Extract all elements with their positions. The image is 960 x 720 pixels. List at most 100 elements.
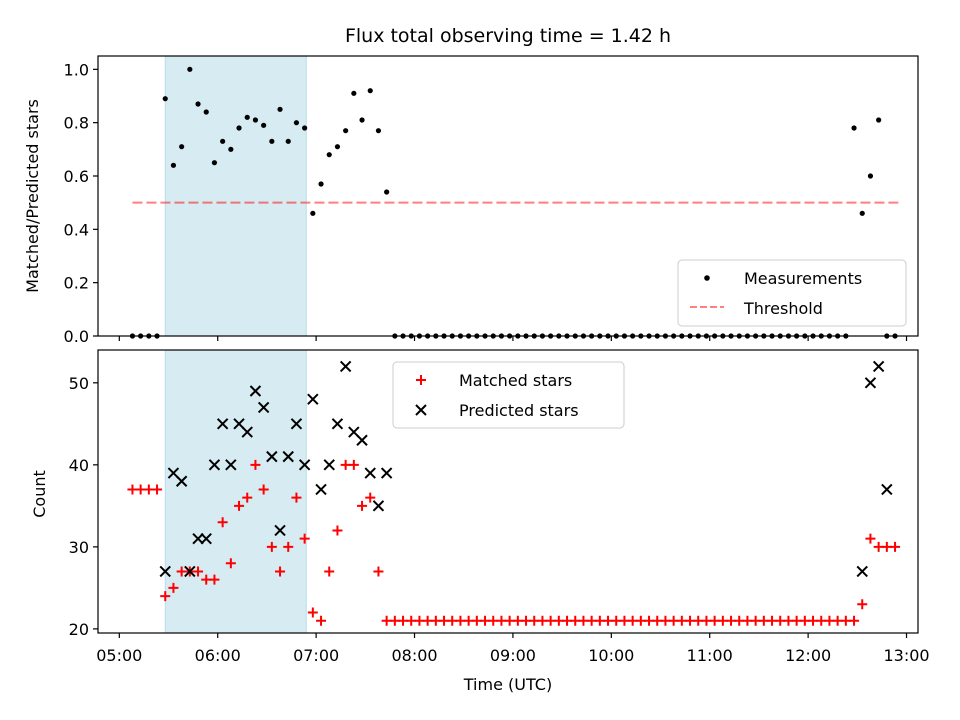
x-tick-label: 12:00 <box>785 646 831 665</box>
observing-interval-shade-bottom <box>164 349 307 634</box>
measurement-point <box>859 210 865 216</box>
legend-threshold-label: Threshold <box>743 299 823 318</box>
bottom-y-tick-label: 50 <box>69 374 89 393</box>
measurement-point <box>252 117 259 123</box>
predicted-star-point <box>184 565 196 578</box>
measurement-point <box>162 96 168 102</box>
count-panel: 20 30 40 50 05:00 06:00 07:00 08:00 09:00 10:00 1… <box>30 349 930 694</box>
predicted-star-point <box>192 532 204 545</box>
legend-measurements-marker <box>704 275 710 281</box>
x-tick-label: 13:00 <box>883 646 929 665</box>
matched-star-point <box>324 566 335 577</box>
top-y-tick-label: 0.2 <box>64 274 89 293</box>
matched-star-point <box>160 591 171 602</box>
predicted-star-point <box>200 532 212 545</box>
top-y-ticks: 0.0 0.2 0.4 0.6 0.8 1.0 <box>64 60 98 346</box>
measurement-point <box>203 109 209 115</box>
predicted-star-point <box>864 377 877 389</box>
matched-star-point <box>299 533 310 544</box>
top-y-tick-label: 0.8 <box>64 114 89 133</box>
measurement-point <box>302 125 308 131</box>
top-axes-frame <box>97 55 919 337</box>
ratio-panel: 0.0 0.2 0.4 0.6 0.8 1.0 Matched/Predicted sta… <box>23 55 919 346</box>
matched-stars-points <box>127 459 901 626</box>
matched-star-point <box>283 541 294 552</box>
predicted-stars-points <box>159 360 893 578</box>
predicted-star-point <box>249 385 262 397</box>
bottom-y-tick-label: 20 <box>69 620 89 639</box>
matched-star-point <box>348 459 359 470</box>
measurement-point <box>269 138 275 144</box>
measurement-point <box>285 138 291 144</box>
measurement-point <box>293 120 300 126</box>
bottom-y-tick-label: 40 <box>69 456 89 475</box>
measurement-point <box>220 138 226 144</box>
measurement-point <box>179 144 185 150</box>
legend-bottom: Matched stars Predicted stars <box>392 361 625 429</box>
bottom-y-tick-label: 30 <box>69 538 89 557</box>
chart-title: Flux total observing time = 1.42 h <box>345 25 671 47</box>
measurement-point <box>334 144 341 150</box>
measurement-point <box>876 117 882 123</box>
measurement-point <box>187 66 193 72</box>
top-x-ticks <box>118 336 908 341</box>
predicted-star-point <box>364 467 376 479</box>
measurement-point <box>318 181 324 187</box>
matched-star-point <box>275 566 286 577</box>
x-tick-label: 11:00 <box>687 646 733 665</box>
top-y-tick-label: 0.6 <box>64 167 89 186</box>
matched-star-point <box>242 492 253 503</box>
top-y-axis-label: Matched/Predicted stars <box>23 99 42 293</box>
legend-matched-label: Matched stars <box>459 371 572 390</box>
matched-star-point <box>890 541 901 552</box>
matched-star-point <box>266 541 277 552</box>
legend-predicted-label: Predicted stars <box>459 401 579 420</box>
measurement-point <box>244 114 250 120</box>
measurement-point <box>343 128 349 134</box>
predicted-star-point <box>339 360 352 373</box>
predicted-star-point <box>372 500 385 512</box>
matched-star-point <box>291 492 302 503</box>
matched-star-point <box>217 517 228 528</box>
measurement-point <box>277 106 283 112</box>
measurement-point <box>867 173 874 179</box>
measurement-point <box>211 160 218 166</box>
bottom-axes-frame <box>97 349 919 634</box>
predicted-star-point <box>872 360 885 373</box>
observing-interval-shade-top <box>164 55 307 337</box>
top-y-tick-label: 0.0 <box>64 327 89 346</box>
legend-top: Measurements Threshold <box>677 259 907 327</box>
matched-star-point <box>332 525 343 536</box>
predicted-star-point <box>881 483 893 496</box>
predicted-star-point <box>315 483 327 496</box>
matched-star-point <box>307 607 318 618</box>
matched-star-point <box>152 484 163 495</box>
top-y-tick-label: 0.4 <box>64 220 89 239</box>
x-tick-label: 08:00 <box>391 646 437 665</box>
measurement-points <box>129 66 898 339</box>
measurement-point <box>375 128 382 134</box>
matched-star-point <box>857 599 868 610</box>
top-y-tick-label: 1.0 <box>64 60 89 79</box>
matched-star-point <box>193 566 204 577</box>
measurement-point <box>310 210 316 216</box>
matched-star-point <box>234 500 245 511</box>
x-axis-label: Time (UTC) <box>463 675 552 694</box>
predicted-star-point <box>356 434 368 446</box>
predicted-star-point <box>257 401 270 414</box>
legend-bottom-box <box>392 361 625 429</box>
x-tick-label: 10:00 <box>588 646 634 665</box>
measurement-point <box>195 101 201 107</box>
matched-star-point <box>168 582 179 593</box>
x-tick-label: 06:00 <box>195 646 241 665</box>
predicted-star-point <box>307 393 319 405</box>
measurement-point <box>236 125 242 131</box>
measurement-point <box>851 125 857 131</box>
matched-star-point <box>258 484 269 495</box>
measurement-point <box>170 162 177 168</box>
predicted-star-point <box>856 565 868 578</box>
legend-measurements-label: Measurements <box>744 269 862 288</box>
predicted-star-point <box>208 459 221 471</box>
bottom-x-ticks: 05:00 06:00 07:00 08:00 09:00 10:00 11:00 12:00… <box>96 633 930 665</box>
matched-star-point <box>209 574 220 585</box>
